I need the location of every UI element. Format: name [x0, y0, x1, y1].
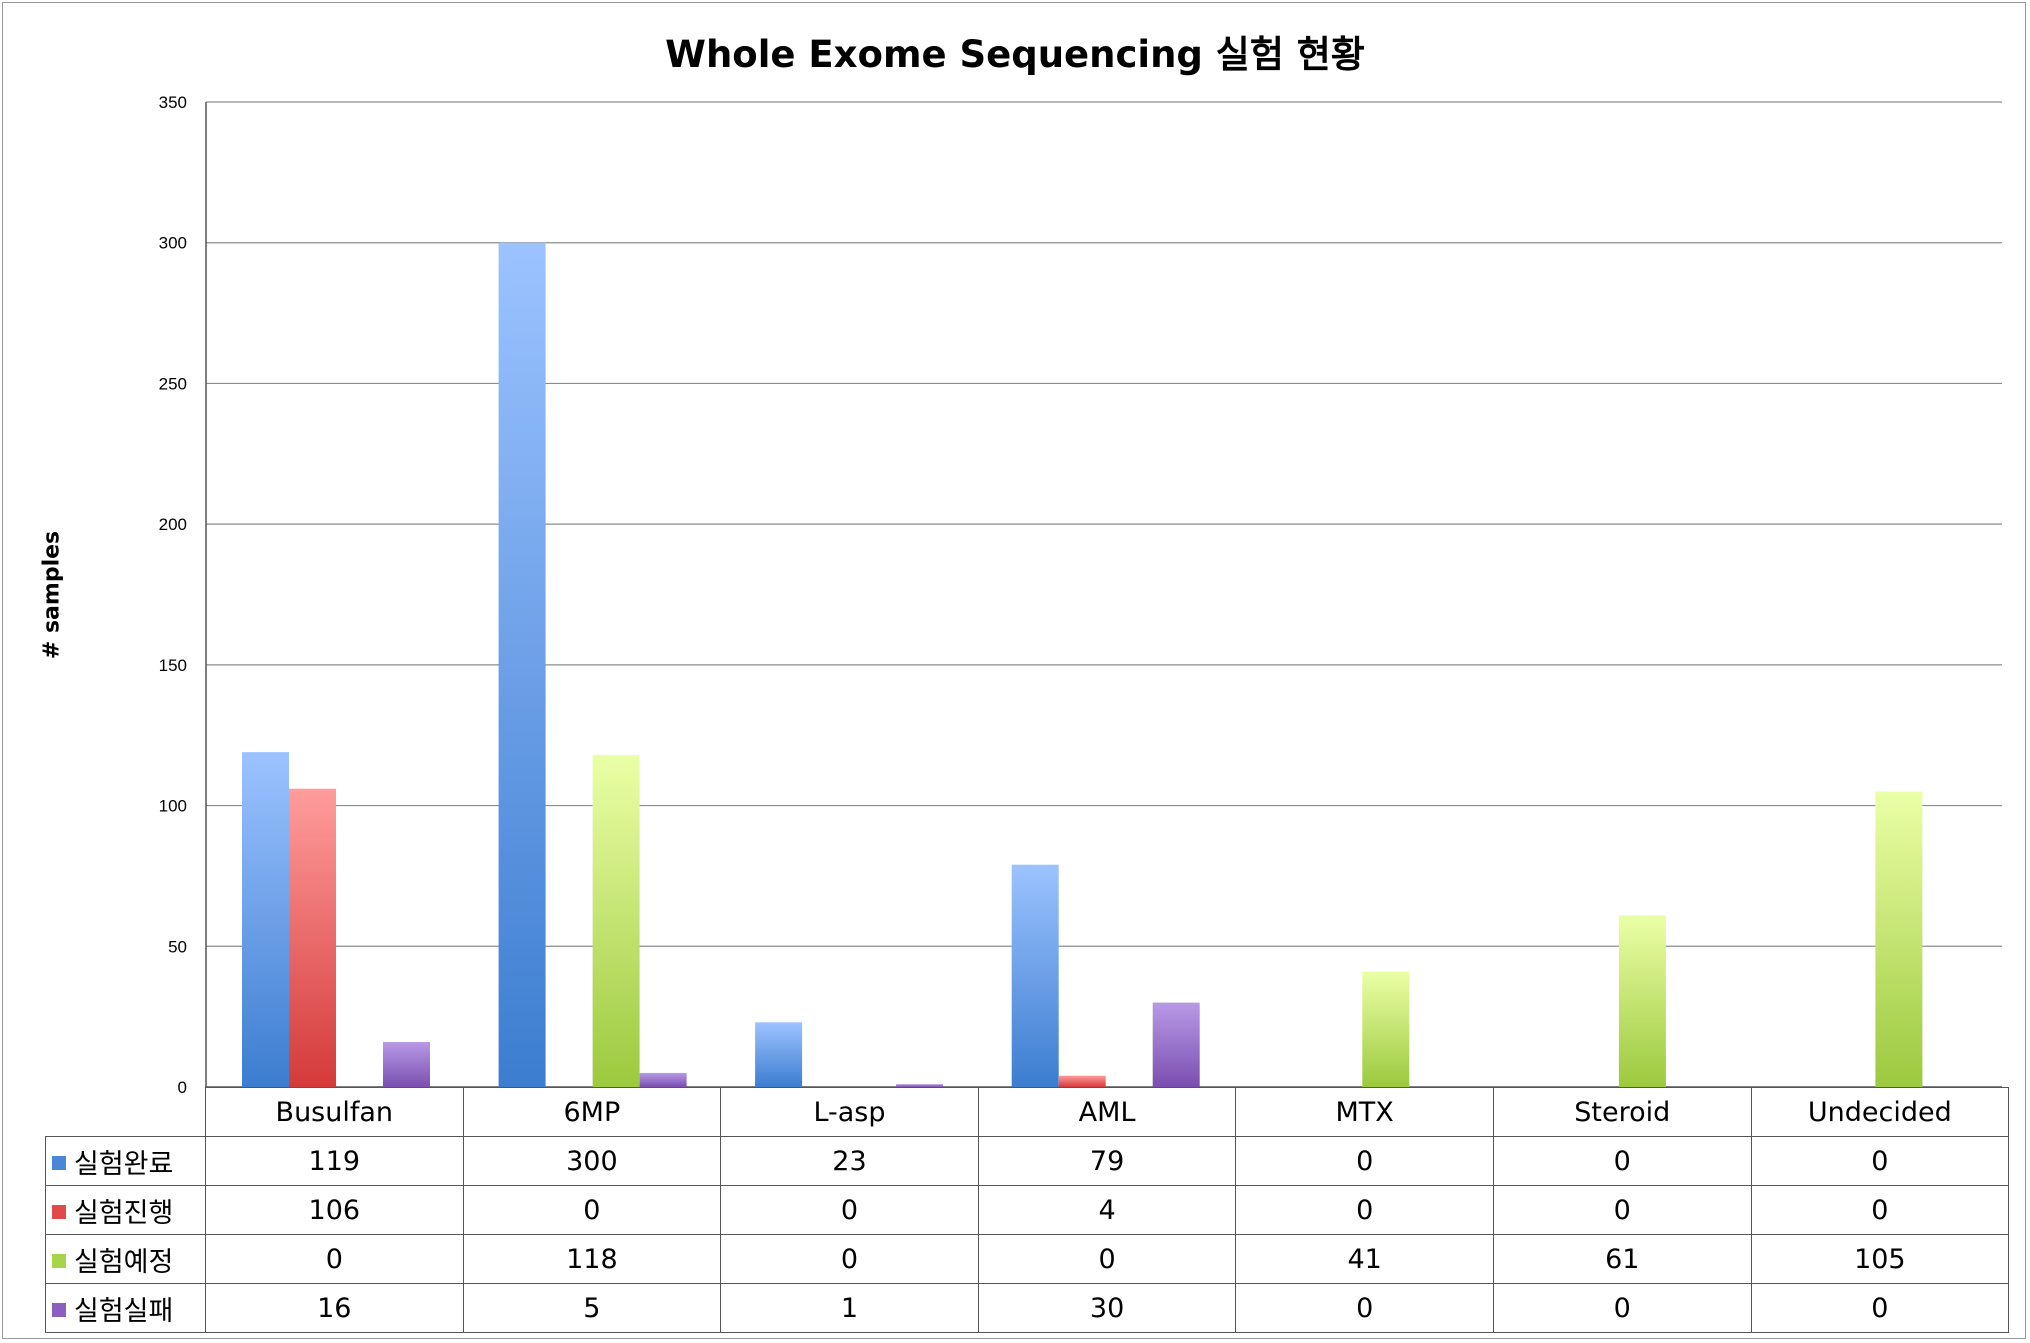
- data-label: 118: [462, 1234, 722, 1284]
- table-row: 실험예정 0 118 0 0 41 61 105: [45, 1234, 2010, 1284]
- bar-AML-실험완료: [1011, 864, 1059, 1087]
- data-label: 16: [205, 1283, 464, 1333]
- data-label: 0: [720, 1185, 979, 1235]
- bar-Busulfan-실험완료: [242, 752, 289, 1087]
- x-tick-label: MTX: [1235, 1087, 1494, 1137]
- data-label: 0: [1235, 1185, 1494, 1235]
- data-label: 4: [977, 1185, 1237, 1235]
- legend-swatch: [52, 1156, 66, 1170]
- data-label: 0: [1750, 1136, 2010, 1186]
- bar-Busulfan-실험진행: [289, 788, 336, 1087]
- data-label: 0: [1492, 1136, 1752, 1186]
- data-label: 1: [720, 1283, 979, 1333]
- legend-label: 실험진행: [74, 1197, 174, 1229]
- data-label: 0: [720, 1234, 979, 1284]
- y-tick-label: 50: [168, 937, 187, 956]
- data-label: 0: [1235, 1283, 1494, 1333]
- data-label: 41: [1235, 1234, 1494, 1284]
- bar-6MP-실험예정: [592, 754, 640, 1087]
- bar-L-asp-실험완료: [755, 1022, 803, 1087]
- bar-L-asp-실험실패: [896, 1084, 944, 1087]
- chart-title: Whole Exome Sequencing 실험 현황: [665, 33, 1365, 76]
- legend-entry: 실험완료: [45, 1136, 206, 1186]
- y-tick-label: 300: [159, 234, 187, 253]
- data-label: 0: [1492, 1283, 1752, 1333]
- data-label: 5: [462, 1283, 722, 1333]
- y-tick-label: 100: [159, 797, 187, 816]
- legend-entry: 실험실패: [45, 1283, 206, 1333]
- y-axis-ticks: 0 50 100 150 200 250 300 350: [159, 93, 187, 1097]
- data-table: Busulfan 6MP L-asp AML MTX Steroid Undecided 실험…: [45, 1087, 2010, 1333]
- chart-plot: 0 50 100 150 200 250 300 350: [159, 93, 2002, 1097]
- bars: [242, 242, 1923, 1087]
- table-row: 실험실패 16 5 1 30 0 0 0: [45, 1283, 2010, 1333]
- bar-MTX-실험예정: [1362, 971, 1410, 1087]
- table-row: 실험진행 106 0 0 4 0 0 0: [45, 1185, 2010, 1235]
- bar-6MP-실험실패: [639, 1072, 687, 1087]
- y-tick-label: 0: [178, 1078, 187, 1097]
- legend-label: 실험실패: [74, 1295, 174, 1327]
- data-label: 0: [1235, 1136, 1494, 1186]
- legend-swatch: [52, 1254, 66, 1268]
- table-row: 실험완료 119 300 23 79 0 0 0: [45, 1136, 2010, 1186]
- bar-Undecided-실험예정: [1875, 791, 1923, 1087]
- y-tick-label: 350: [159, 93, 187, 112]
- bar-6MP-실험완료: [498, 242, 546, 1087]
- x-tick-label: AML: [977, 1087, 1237, 1137]
- data-label: 30: [977, 1283, 1237, 1333]
- x-tick-label: L-asp: [720, 1087, 979, 1137]
- x-tick-label: Steroid: [1492, 1087, 1752, 1137]
- table-corner: [46, 1088, 206, 1137]
- data-label: 61: [1492, 1234, 1752, 1284]
- data-label: 0: [462, 1185, 722, 1235]
- legend-swatch: [52, 1205, 66, 1219]
- bar-Busulfan-실험실패: [383, 1042, 430, 1087]
- gridlines: [206, 101, 2002, 1088]
- table-header-row: Busulfan 6MP L-asp AML MTX Steroid Undecided: [46, 1087, 2010, 1137]
- legend-entry: 실험예정: [45, 1234, 206, 1284]
- data-label: 0: [977, 1234, 1237, 1284]
- bar-AML-실험진행: [1058, 1075, 1106, 1087]
- bar-AML-실험실패: [1152, 1002, 1200, 1087]
- x-tick-label: Busulfan: [205, 1087, 464, 1137]
- data-label: 0: [1750, 1185, 2010, 1235]
- y-tick-label: 150: [159, 656, 187, 675]
- legend-label: 실험예정: [74, 1246, 174, 1278]
- data-label: 105: [1750, 1234, 2010, 1284]
- data-label: 79: [977, 1136, 1237, 1186]
- y-tick-label: 200: [159, 515, 187, 534]
- data-label: 300: [462, 1136, 722, 1186]
- data-label: 119: [205, 1136, 464, 1186]
- x-tick-label: 6MP: [462, 1087, 722, 1137]
- bar-Steroid-실험예정: [1618, 915, 1666, 1087]
- legend-entry: 실험진행: [45, 1185, 206, 1235]
- y-tick-label: 250: [159, 374, 187, 393]
- data-label: 106: [205, 1185, 464, 1235]
- legend-swatch: [52, 1303, 66, 1317]
- data-label: 0: [1750, 1283, 2010, 1333]
- data-label: 0: [205, 1234, 464, 1284]
- legend-label: 실험완료: [74, 1148, 174, 1180]
- x-tick-label: Undecided: [1750, 1087, 2010, 1137]
- data-label: 0: [1492, 1185, 1752, 1235]
- data-label: 23: [720, 1136, 979, 1186]
